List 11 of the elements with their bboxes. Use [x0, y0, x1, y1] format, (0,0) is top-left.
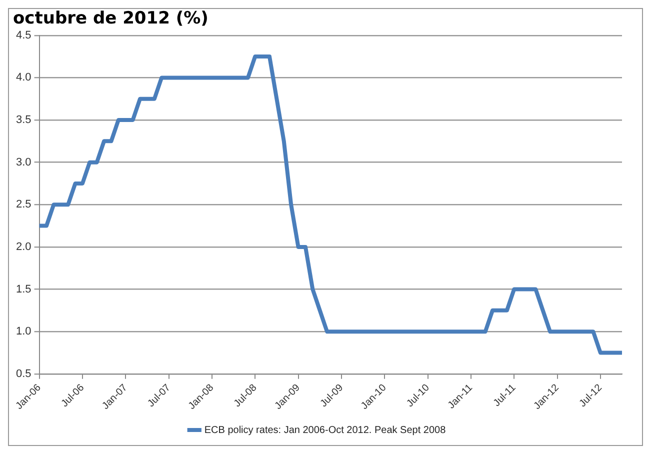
y-tick-label: 1.5: [16, 283, 32, 296]
y-tick-label: 1.0: [16, 326, 32, 338]
y-tick-label: 2.5: [16, 198, 32, 211]
y-tick-label: 4.5: [16, 29, 32, 42]
y-tick-label: 3.5: [16, 114, 32, 126]
y-tick-label: 3.0: [16, 156, 32, 168]
y-tick-label: 2.0: [16, 240, 32, 253]
y-tick-label: 4.0: [16, 72, 32, 84]
legend-label: ECB policy rates: Jan 2006-Oct 2012. Peak Sept 2008: [204, 424, 446, 436]
chart-title: octubre de 2012 (%): [13, 8, 208, 29]
y-tick-label: 0.5: [16, 368, 32, 380]
